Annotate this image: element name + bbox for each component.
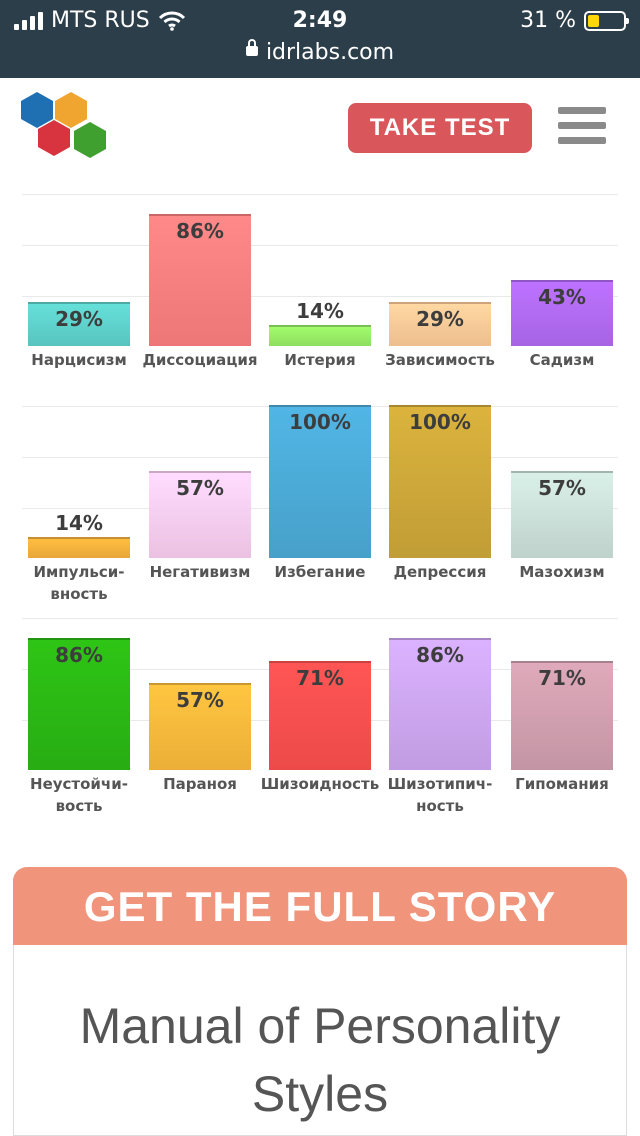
- chart-bar: 14%: [28, 511, 130, 558]
- gridline: [22, 296, 618, 297]
- address-bar[interactable]: idrlabs.com: [0, 39, 640, 65]
- bar-value-label: 57%: [538, 476, 586, 500]
- gridline: [22, 245, 618, 246]
- chart-bar: 43%: [511, 280, 613, 346]
- category-label: Шизоидность: [255, 773, 385, 795]
- category-label-line: ность: [416, 797, 464, 815]
- chart-bar: 86%: [149, 214, 251, 346]
- carrier-name: MTS RUS: [51, 8, 150, 33]
- url-text: idrlabs.com: [265, 40, 395, 65]
- category-label: Диссоциация: [135, 349, 265, 371]
- category-label-line: Мазохизм: [519, 563, 605, 581]
- bar-value-label: 43%: [538, 285, 586, 309]
- bar-value-label: 57%: [176, 688, 224, 712]
- category-label: Зависимость: [375, 349, 505, 371]
- bar-value-label: 86%: [176, 219, 224, 243]
- category-label-line: Депрессия: [393, 563, 487, 581]
- chart-bar: 71%: [269, 661, 371, 770]
- wifi-icon: [158, 11, 185, 31]
- category-label-line: Параноя: [163, 775, 237, 793]
- category-label-line: вность: [50, 585, 108, 603]
- category-label: Импульси-вность: [14, 561, 144, 605]
- bar-value-label: 14%: [55, 511, 103, 535]
- bar-value-label: 29%: [55, 307, 103, 331]
- bar-value-label: 86%: [416, 643, 464, 667]
- category-label-line: Нарцисизм: [31, 351, 127, 369]
- chart-bar: 57%: [149, 471, 251, 558]
- status-bar: MTS RUS 2:49 31 % idrlabs.com: [0, 0, 640, 78]
- site-header: TAKE TEST: [0, 78, 640, 188]
- category-label: Садизм: [497, 349, 627, 371]
- chart-bar: 29%: [28, 302, 130, 346]
- gridline: [22, 194, 618, 195]
- chart-bar: 100%: [389, 405, 491, 558]
- chart-row-3: 86% Неустойчи-вость 57% Параноя 71% Шизоиднос…: [0, 616, 640, 816]
- category-label: Избегание: [255, 561, 385, 583]
- category-label-line: Гипомания: [515, 775, 609, 793]
- story-title: Manual of Personality Styles: [13, 992, 627, 1128]
- category-label: Параноя: [135, 773, 265, 795]
- category-label-line: Неустойчи-: [30, 775, 128, 793]
- chart-row-1: 29% Нарцисизм 86% Диссоциация 14% Истерия 29% З…: [0, 192, 640, 392]
- bar-value-label: 100%: [289, 410, 351, 434]
- clock: 2:49: [292, 8, 348, 33]
- story-banner: GET THE FULL STORY: [13, 867, 627, 945]
- chart-bar: 86%: [28, 638, 130, 770]
- category-label-line: Зависимость: [385, 351, 495, 369]
- signal-icon: [14, 11, 43, 30]
- chart-row-2: 14% Импульси-вность 57% Негативизм 100% Избег…: [0, 404, 640, 604]
- category-label-line: Диссоциация: [142, 351, 258, 369]
- category-label: Депрессия: [375, 561, 505, 583]
- category-label-line: Шизотипич-: [387, 775, 493, 793]
- category-label: Нарцисизм: [14, 349, 144, 371]
- story-title-line-2: Styles: [251, 1066, 389, 1122]
- menu-icon[interactable]: [558, 107, 606, 147]
- category-label: Негативизм: [135, 561, 265, 583]
- chart-bar: 14%: [269, 299, 371, 346]
- battery-percent: 31 %: [520, 8, 576, 33]
- battery-group: 31 %: [520, 8, 629, 33]
- category-label-line: Негативизм: [149, 563, 251, 581]
- chart-bar: 86%: [389, 638, 491, 770]
- category-label: Неустойчи-вость: [14, 773, 144, 817]
- category-label-line: Шизоидность: [260, 775, 380, 793]
- chart-bar: 71%: [511, 661, 613, 770]
- category-label-line: Импульси-: [33, 563, 125, 581]
- story-title-line-1: Manual of Personality: [79, 998, 561, 1054]
- idrlabs-logo[interactable]: [18, 92, 110, 164]
- bar-value-label: 100%: [409, 410, 471, 434]
- category-label-line: вость: [55, 797, 103, 815]
- bar-value-label: 86%: [55, 643, 103, 667]
- bar-value-label: 29%: [416, 307, 464, 331]
- category-label-line: Истерия: [284, 351, 356, 369]
- category-label: Шизотипич-ность: [375, 773, 505, 817]
- chart-bar: 100%: [269, 405, 371, 558]
- category-label-line: Избегание: [274, 563, 366, 581]
- bar-value-label: 71%: [296, 666, 344, 690]
- category-label: Гипомания: [497, 773, 627, 795]
- bar-value-label: 71%: [538, 666, 586, 690]
- chart-bar: 57%: [511, 471, 613, 558]
- chart-bar: 57%: [149, 683, 251, 770]
- carrier-group: MTS RUS: [14, 8, 186, 33]
- take-test-button[interactable]: TAKE TEST: [348, 103, 532, 153]
- gridline: [22, 618, 618, 619]
- category-label: Истерия: [255, 349, 385, 371]
- category-label-line: Садизм: [529, 351, 595, 369]
- battery-icon: [584, 10, 629, 31]
- bar-value-label: 14%: [296, 299, 344, 323]
- chart-bar: 29%: [389, 302, 491, 346]
- category-label: Мазохизм: [497, 561, 627, 583]
- bar-value-label: 57%: [176, 476, 224, 500]
- lock-icon: [245, 39, 258, 56]
